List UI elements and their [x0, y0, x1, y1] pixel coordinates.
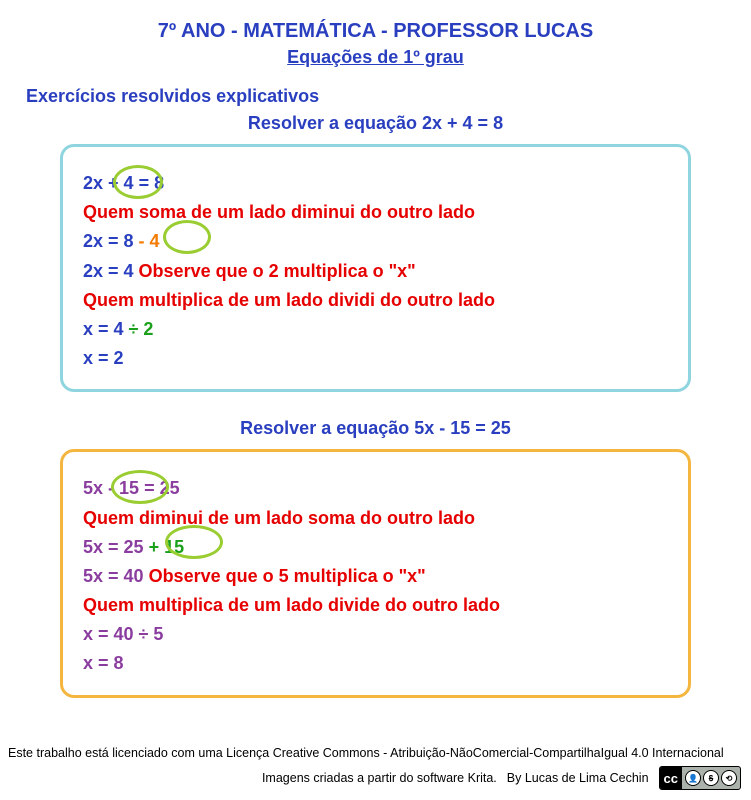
cc-sa-icon: ⟲ — [721, 770, 737, 786]
exercise2-prompt: Resolver a equação 5x - 15 = 25 — [18, 418, 733, 439]
text-segment: Quem multiplica de um lado dividi do out… — [83, 290, 495, 310]
equation-line: x = 8 — [83, 651, 672, 676]
license-text: Este trabalho está licenciado com uma Li… — [8, 746, 743, 760]
page-subtitle: Equações de 1º grau — [18, 47, 733, 68]
equation-line: 5x = 40 Observe que o 5 multiplica o "x" — [83, 564, 672, 589]
exercise1-box: 2x + 4 = 8 Quem soma de um lado diminui d… — [60, 144, 691, 392]
exercise1-prompt: Resolver a equação 2x + 4 = 8 — [18, 113, 733, 134]
text-segment: Quem diminui de um lado soma do outro la… — [83, 508, 475, 528]
text-segment: + 4 — [108, 173, 139, 193]
text-segment: Quem soma de um lado diminui do outro la… — [83, 202, 475, 222]
equation-line: 2x + 4 = 8 — [83, 171, 672, 196]
cc-badge-icon: cc 👤$⟲ — [659, 766, 741, 790]
text-segment: - 15 — [108, 478, 144, 498]
author-text: By Lucas de Lima Cechin — [507, 771, 649, 785]
equation-line: 2x = 4 Observe que o 2 multiplica o "x" — [83, 259, 672, 284]
equation-line: Quem diminui de um lado soma do outro la… — [83, 506, 672, 531]
credits-row: Imagens criadas a partir do software Kri… — [0, 766, 741, 790]
equation-line: x = 4 ÷ 2 — [83, 317, 672, 342]
text-segment: Observe que o 2 multiplica o "x" — [139, 261, 416, 281]
cc-logo-icon: cc — [660, 767, 682, 789]
text-segment: 5x — [83, 478, 108, 498]
text-segment: ÷ 2 — [129, 319, 154, 339]
text-segment: x = 4 — [83, 319, 129, 339]
equation-line: x = 2 — [83, 346, 672, 371]
intro-text: Exercícios resolvidos explicativos — [26, 86, 733, 107]
equation-line: 2x = 8 - 4 — [83, 229, 672, 254]
equation-line: Quem multiplica de um lado dividi do out… — [83, 288, 672, 313]
page-title: 7º ANO - MATEMÁTICA - PROFESSOR LUCAS — [18, 20, 733, 43]
text-segment: 2x = 4 — [83, 261, 139, 281]
page: 7º ANO - MATEMÁTICA - PROFESSOR LUCAS Eq… — [0, 0, 751, 698]
footer: Este trabalho está licenciado com uma Li… — [0, 746, 751, 790]
text-segment: 5x = 25 — [83, 537, 149, 557]
text-segment: x = 40 ÷ 5 — [83, 624, 163, 644]
text-segment: 2x — [83, 173, 108, 193]
text-segment: x = 2 — [83, 348, 124, 368]
text-segment: = 25 — [144, 478, 180, 498]
text-segment: Quem multiplica de um lado divide do out… — [83, 595, 500, 615]
text-segment: 5x = 40 — [83, 566, 149, 586]
equation-line: Quem soma de um lado diminui do outro la… — [83, 200, 672, 225]
text-segment: + 15 — [149, 537, 185, 557]
text-segment: 2x = 8 — [83, 231, 139, 251]
credits-text: Imagens criadas a partir do software Kri… — [262, 771, 497, 785]
text-segment: - 4 — [139, 231, 160, 251]
equation-line: 5x - 15 = 25 — [83, 476, 672, 501]
text-segment: x = 8 — [83, 653, 124, 673]
equation-line: x = 40 ÷ 5 — [83, 622, 672, 647]
equation-line: Quem multiplica de um lado divide do out… — [83, 593, 672, 618]
exercise2-box: 5x - 15 = 25 Quem diminui de um lado soma… — [60, 449, 691, 697]
cc-by-icon: 👤 — [685, 770, 701, 786]
equation-line: 5x = 25 + 15 — [83, 535, 672, 560]
cc-icons: 👤$⟲ — [682, 770, 740, 786]
cc-nc-icon: $ — [703, 770, 719, 786]
text-segment: = 8 — [139, 173, 165, 193]
text-segment: Observe que o 5 multiplica o "x" — [149, 566, 426, 586]
